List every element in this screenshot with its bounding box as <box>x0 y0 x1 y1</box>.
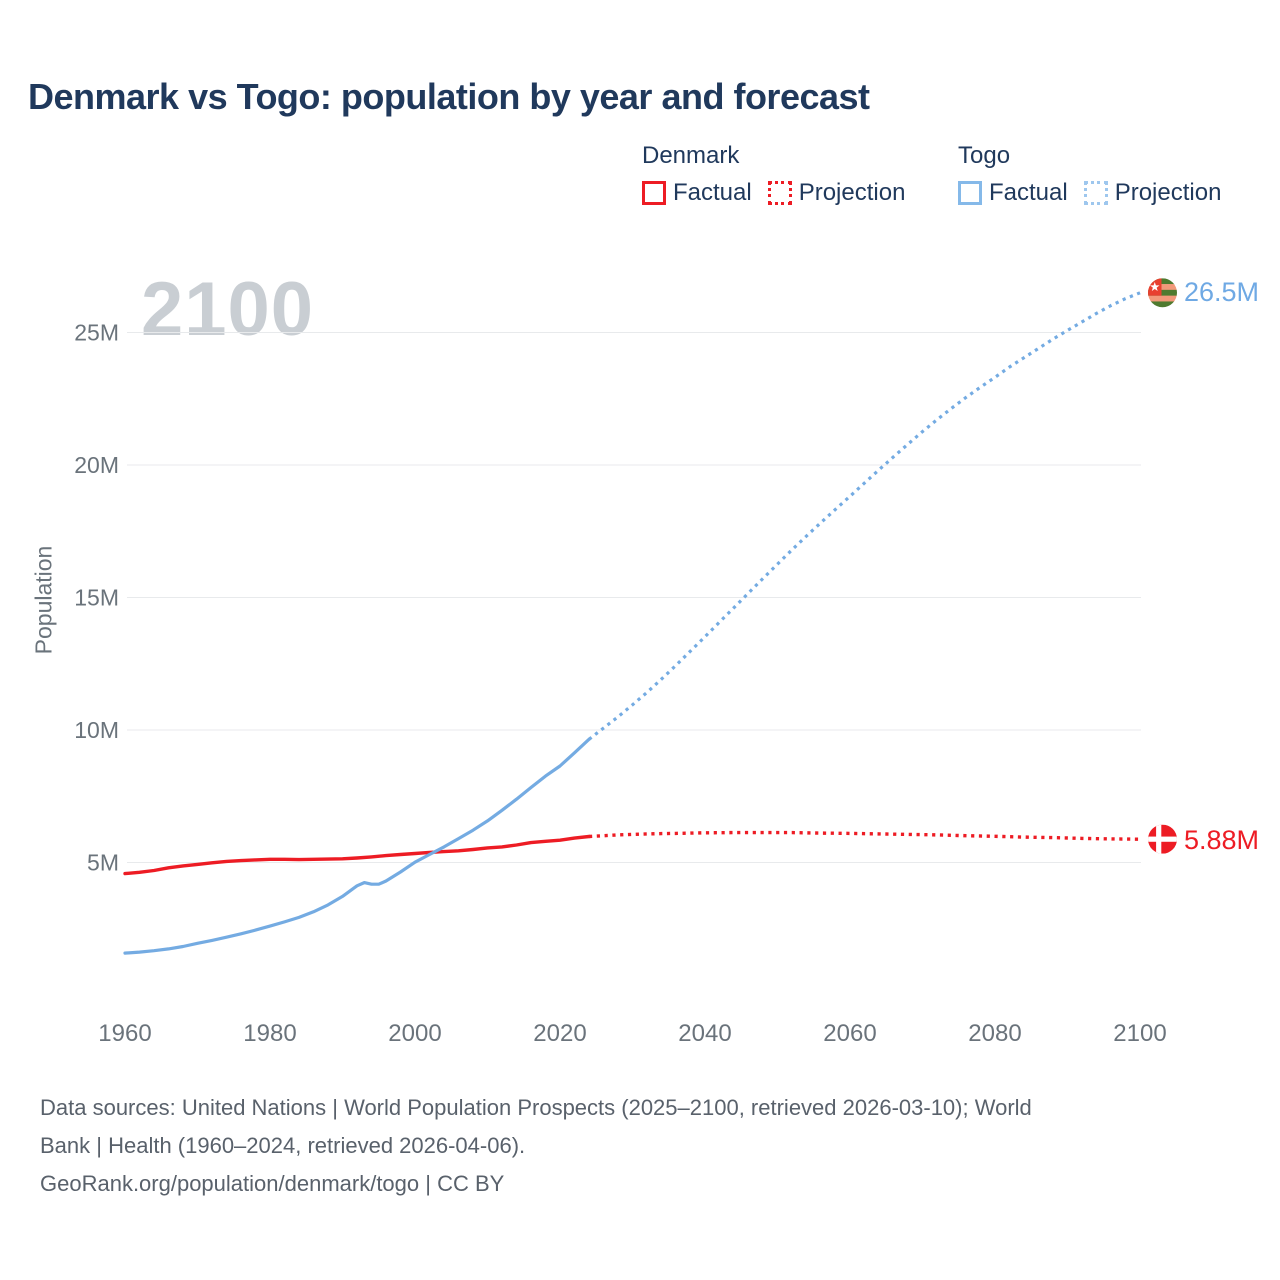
legend-item-label: Projection <box>1114 179 1222 206</box>
y-tick-label: 25M <box>74 320 119 346</box>
series-line-togo-factual[interactable] <box>123 737 591 955</box>
footer-line: GeoRank.org/population/denmark/togo | CC… <box>40 1171 505 1196</box>
denmark-factual-swatch-icon <box>642 181 666 205</box>
y-tick-label: 20M <box>74 452 119 478</box>
legend-item-denmark-projection[interactable]: Projection <box>767 179 906 207</box>
denmark-flag-icon <box>1148 824 1177 854</box>
x-tick-label: 2080 <box>968 1020 1021 1047</box>
chart-title: Denmark vs Togo: population by year and … <box>28 76 870 117</box>
footer-attribution: Data sources: United Nations | World Pop… <box>40 1089 1250 1203</box>
x-tick-label: 1980 <box>243 1020 296 1047</box>
y-tick-label: 15M <box>74 585 119 611</box>
footer-line: Bank | Health (1960–2024, retrieved 2026… <box>40 1133 526 1158</box>
footer-line: Data sources: United Nations | World Pop… <box>40 1095 1032 1120</box>
x-tick-label: 2100 <box>1113 1020 1166 1047</box>
legend-item-togo-factual[interactable]: Factual <box>958 179 1068 207</box>
togo-projection-swatch-icon <box>1083 181 1108 205</box>
series-line-denmark-factual[interactable] <box>123 834 591 876</box>
togo-end-value-label: 26.5M <box>1184 277 1260 307</box>
denmark-end-value-label: 5.88M <box>1184 825 1260 855</box>
legend-item-togo-projection[interactable]: Projection <box>1083 179 1222 207</box>
y-tick-label: 10M <box>74 717 119 743</box>
legend-group-togo: Togo Factual Projection <box>958 142 1221 207</box>
y-tick-label: 5M <box>87 850 119 876</box>
legend-group-denmark: Denmark Factual Projection <box>642 142 905 207</box>
series-line-denmark-projection[interactable] <box>588 830 1141 841</box>
legend-item-label: Factual <box>989 179 1068 206</box>
x-tick-label: 2060 <box>823 1020 876 1047</box>
togo-flag-icon <box>1148 278 1177 308</box>
watermark-year: 2100 <box>141 267 315 352</box>
legend-group-title-togo: Togo <box>958 142 1011 169</box>
x-tick-label: 2040 <box>678 1020 731 1047</box>
x-tick-label: 1960 <box>98 1020 151 1047</box>
population-chart[interactable]: 5M 10M 15M 20M 25M 1960 1980 2000 2020 2040 2060 20… <box>0 0 1280 1080</box>
legend-group-title-denmark: Denmark <box>642 142 740 169</box>
x-tick-label: 2000 <box>388 1020 441 1047</box>
legend-item-label: Projection <box>798 179 906 206</box>
legend: Denmark Factual Projection Togo Factual … <box>0 142 1280 222</box>
togo-factual-swatch-icon <box>958 181 982 205</box>
denmark-projection-swatch-icon <box>767 181 792 205</box>
x-tick-label: 2020 <box>533 1020 586 1047</box>
series-line-togo-projection[interactable] <box>588 291 1141 741</box>
legend-item-label: Factual <box>673 179 752 206</box>
legend-item-denmark-factual[interactable]: Factual <box>642 179 752 207</box>
